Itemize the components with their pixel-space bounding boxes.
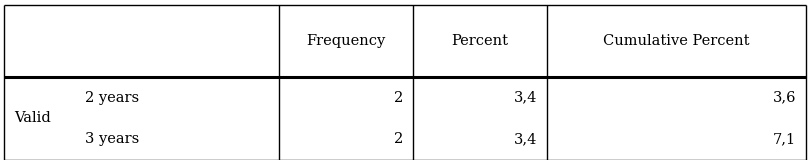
Text: 3,4: 3,4: [514, 132, 537, 146]
Text: 7,1: 7,1: [773, 132, 796, 146]
Text: 3,4: 3,4: [514, 91, 537, 105]
Text: Percent: Percent: [451, 34, 509, 48]
Text: 3,6: 3,6: [773, 91, 796, 105]
Text: Valid: Valid: [14, 111, 50, 125]
Text: Cumulative Percent: Cumulative Percent: [603, 34, 749, 48]
Text: Frequency: Frequency: [307, 34, 386, 48]
Text: 2: 2: [394, 91, 403, 105]
Text: 2: 2: [394, 132, 403, 146]
Text: 2 years: 2 years: [85, 91, 139, 105]
Text: 3 years: 3 years: [85, 132, 139, 146]
